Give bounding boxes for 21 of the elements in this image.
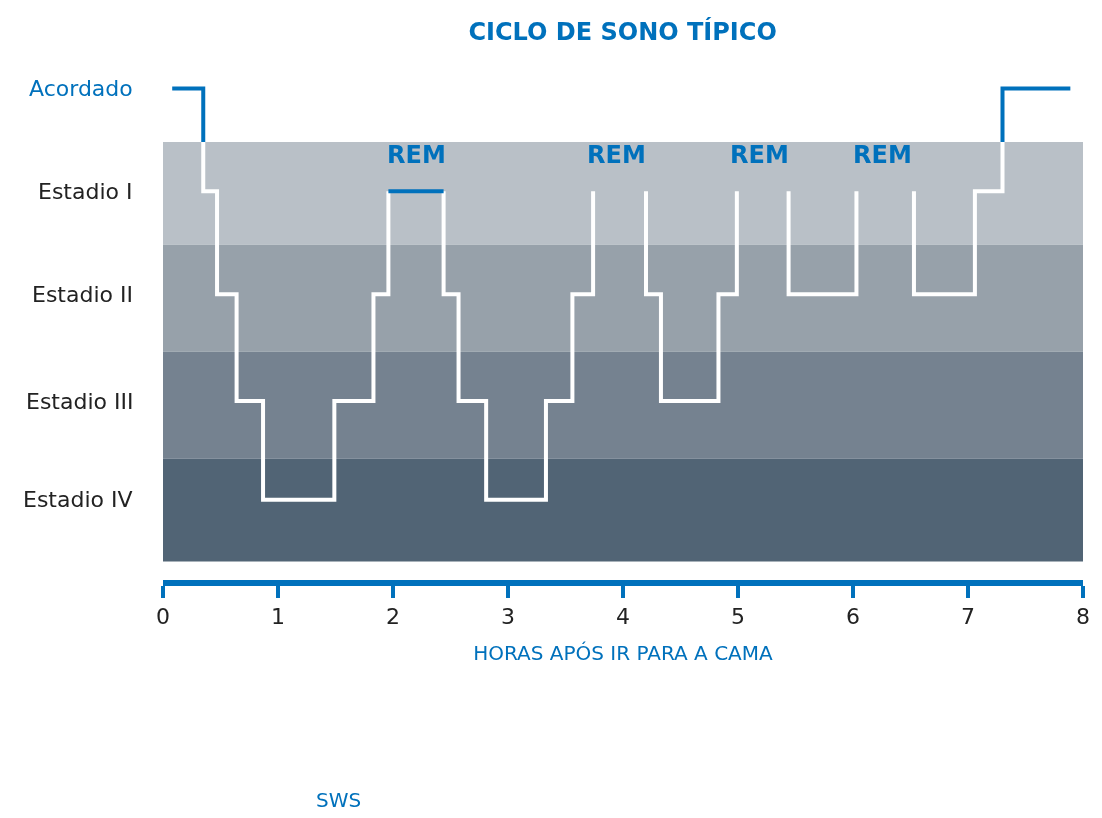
x-tick-label: 4 (616, 604, 630, 630)
annotation: REM (730, 141, 789, 169)
x-axis-title: HORAS APÓS IR PARA A CAMA (473, 641, 774, 666)
x-tick-label: 5 (731, 604, 745, 630)
x-tick-label: 6 (846, 604, 860, 630)
text: Estadio I (38, 179, 133, 204)
annotation: REM (587, 141, 646, 169)
text: Estadio IV (23, 487, 133, 512)
annotation: REM (853, 141, 912, 169)
text: Acordado (29, 76, 133, 101)
x-tick-label: 2 (386, 604, 400, 630)
text: SWS (316, 788, 362, 812)
x-tick-label: 1 (271, 604, 285, 630)
text: Estadio II (32, 282, 133, 307)
x-tick-label: 8 (1076, 604, 1090, 630)
text: Estadio III (26, 389, 134, 414)
chart-title: CICLO DE SONO TÍPICO (468, 16, 777, 46)
x-tick-label: 3 (501, 604, 515, 630)
annotation: REM (387, 141, 446, 169)
x-tick-label: 7 (961, 604, 975, 630)
x-tick-label: 0 (156, 604, 170, 630)
